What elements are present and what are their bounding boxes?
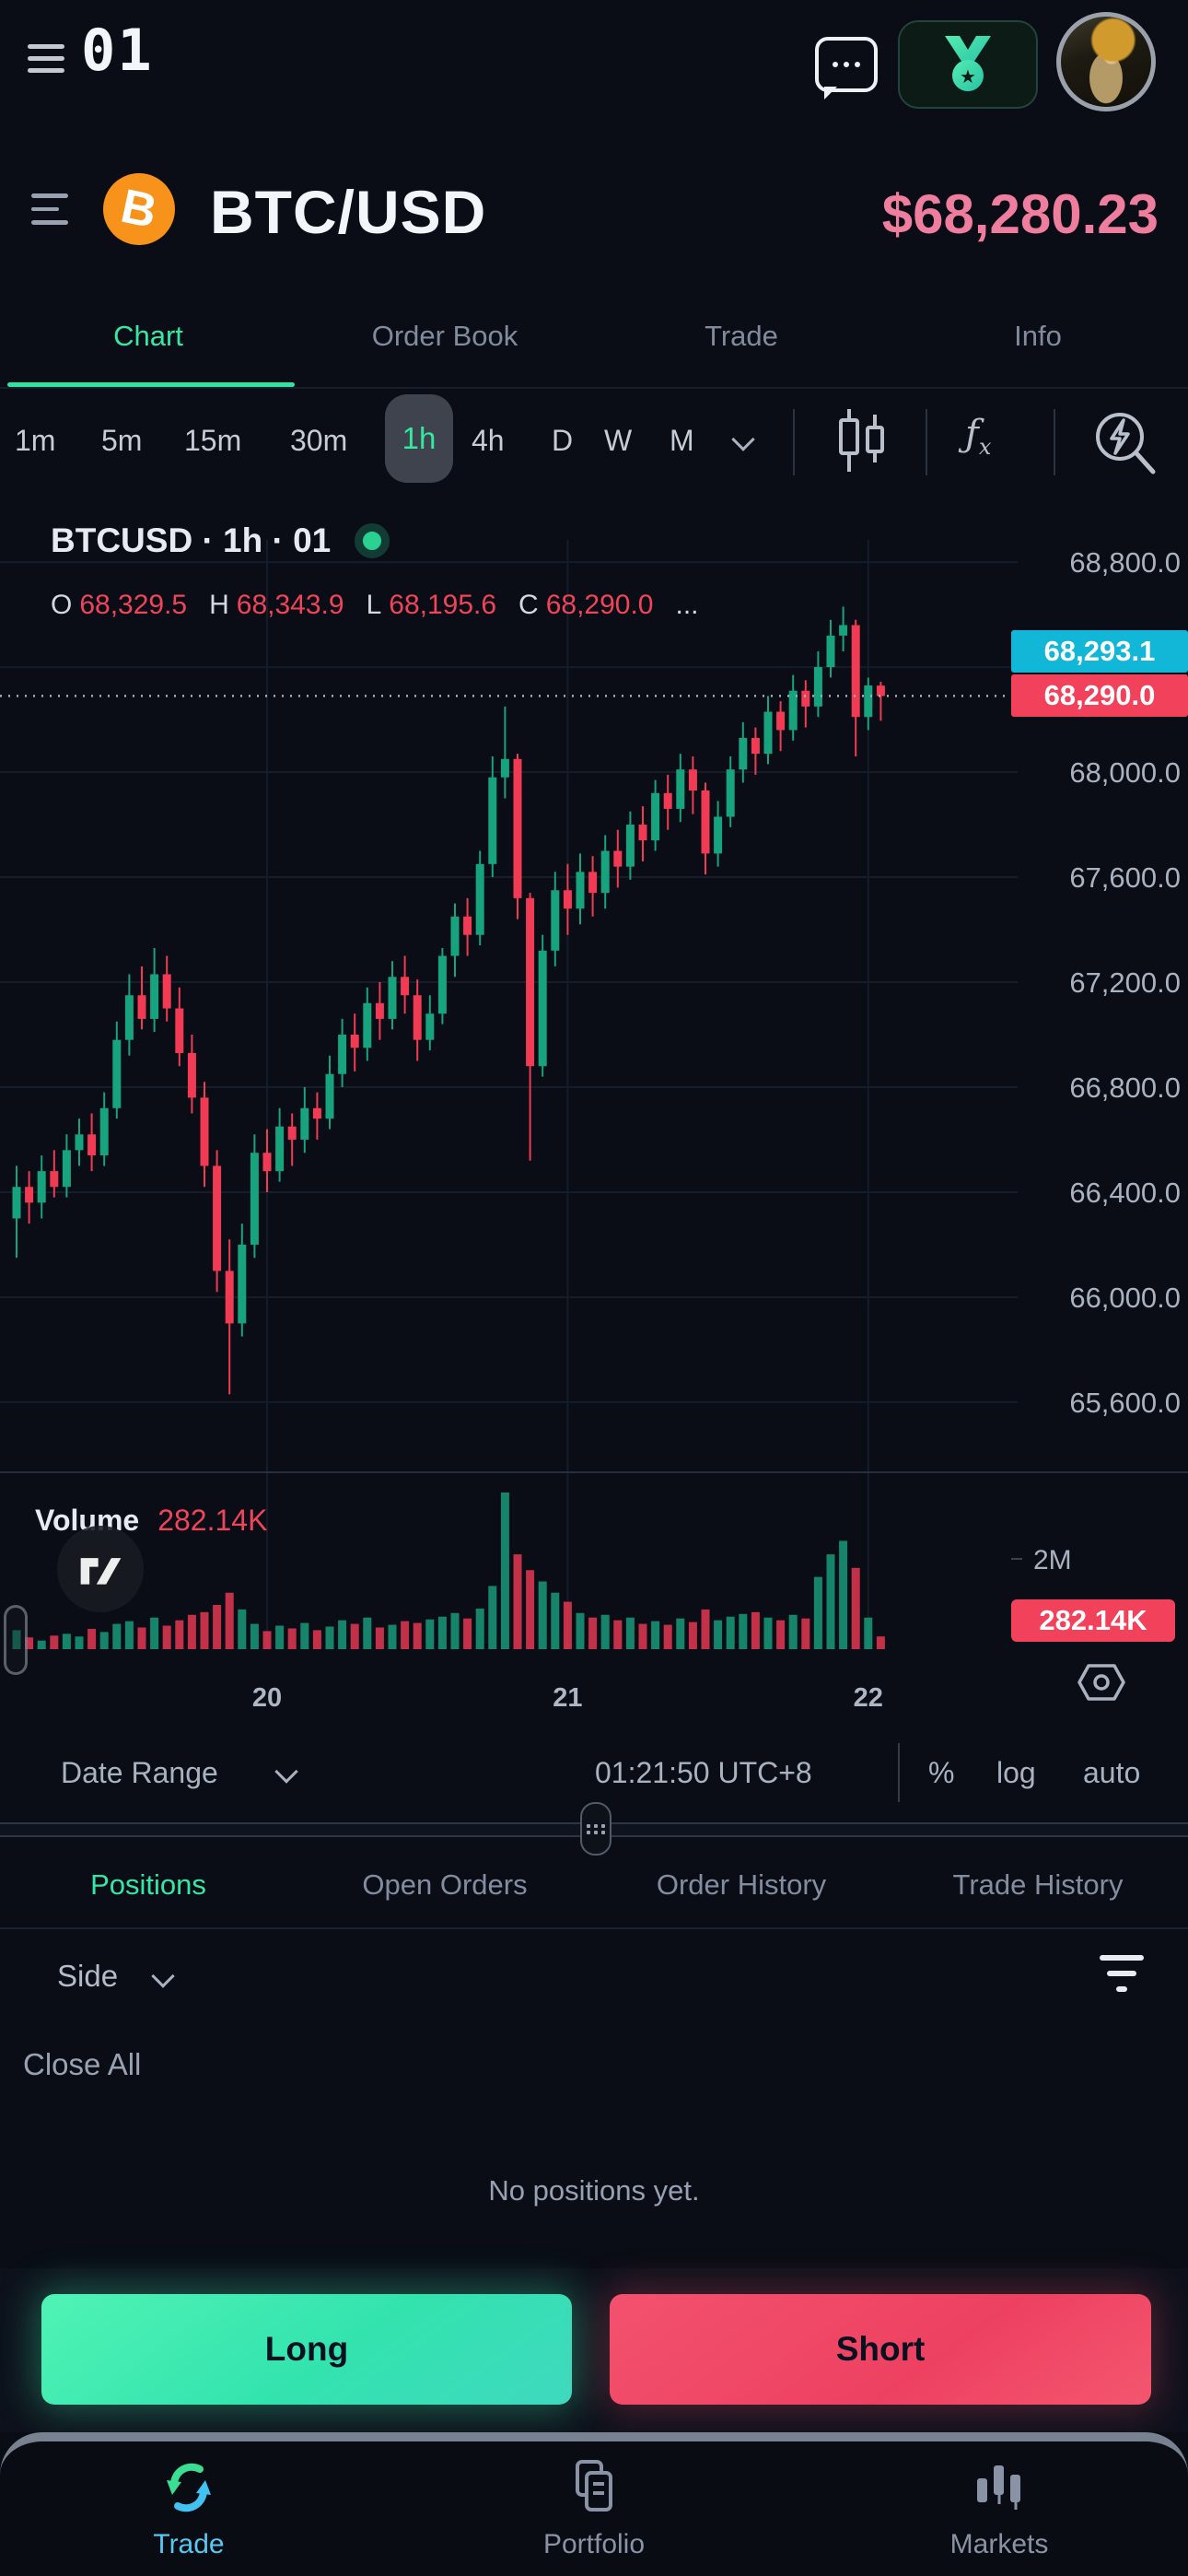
svg-text:65,600.0: 65,600.0 [1069, 1387, 1181, 1419]
chart-type-candles-icon[interactable] [833, 407, 891, 477]
symbol-list-icon[interactable] [31, 193, 68, 225]
nav-markets[interactable]: Markets [889, 2458, 1110, 2560]
tab-order-book[interactable]: Order Book [371, 320, 518, 352]
svg-text:66,400.0: 66,400.0 [1069, 1177, 1181, 1209]
timeframe-1m[interactable]: 1m [15, 424, 56, 457]
symbol-pair[interactable]: BTC/USD [210, 178, 487, 246]
medal-icon: ★ [945, 36, 991, 91]
percent-scale-button[interactable]: % [928, 1756, 955, 1789]
tab-trade-history[interactable]: Trade History [952, 1868, 1124, 1901]
svg-text:67,200.0: 67,200.0 [1069, 966, 1181, 999]
tab-chart[interactable]: Chart [113, 320, 183, 352]
live-status-dot-icon [355, 523, 390, 558]
positions-tab-bar: Positions Open Orders Order History Trad… [0, 1843, 1188, 1929]
log-scale-button[interactable]: log [996, 1756, 1036, 1789]
filter-icon[interactable] [1098, 1955, 1146, 1992]
timeframe-5m[interactable]: 5m [101, 424, 143, 457]
main-tab-bar: Chart Order Book Trade Info [0, 286, 1188, 389]
timeframe-1h-selected[interactable]: 1h [385, 394, 453, 483]
svg-text:66,800.0: 66,800.0 [1069, 1071, 1181, 1104]
date-range-button[interactable]: Date Range [61, 1756, 218, 1789]
side-filter-dropdown[interactable]: Side [57, 1959, 119, 1993]
app-logo: 01 [81, 17, 154, 84]
svg-text:68,290.0: 68,290.0 [1044, 679, 1156, 711]
svg-text:68,000.0: 68,000.0 [1069, 756, 1181, 789]
timeframe-d[interactable]: D [552, 424, 574, 457]
svg-text:67,600.0: 67,600.0 [1069, 861, 1181, 894]
chat-dots [833, 62, 860, 67]
date-range-chevron-icon[interactable] [274, 1760, 298, 1784]
ohlc-more: ... [675, 590, 699, 620]
open-value: 68,329.5 [79, 590, 188, 620]
divider [793, 409, 795, 475]
close-all-button[interactable]: Close All [23, 2047, 142, 2081]
portfolio-icon [576, 2460, 612, 2512]
svg-text:68,800.0: 68,800.0 [1069, 546, 1181, 579]
close-value: 68,290.0 [545, 590, 654, 620]
timeframe-4h[interactable]: 4h [472, 424, 505, 457]
trade-cycle-icon [167, 2463, 211, 2512]
flash-search-icon[interactable] [1089, 404, 1162, 481]
empty-positions-message: No positions yet. [488, 2174, 700, 2207]
active-tab-underline [7, 382, 295, 387]
clock[interactable]: 01:21:50 UTC+8 [595, 1756, 812, 1789]
timeframe-w[interactable]: W [604, 424, 633, 457]
bottom-nav: Trade Portfolio Markets [0, 2432, 1188, 2576]
ohlc-readout: O 68,329.5 H 68,343.9 L 68,195.6 C 68,290.0 … [51, 590, 699, 620]
volume-value: 282.14K [157, 1504, 268, 1537]
candlestick-chart[interactable]: 68,800.0 68,000.0 67,600.0 67,200.0 66,800.0… [0, 498, 1188, 1741]
svg-text:22: 22 [854, 1683, 883, 1713]
chart-scroll-handle[interactable] [4, 1605, 28, 1675]
svg-text:66,000.0: 66,000.0 [1069, 1282, 1181, 1314]
tab-positions[interactable]: Positions [90, 1868, 206, 1901]
tab-trade[interactable]: Trade [705, 320, 778, 352]
nav-trade[interactable]: Trade [78, 2458, 299, 2560]
long-button[interactable]: Long [41, 2294, 572, 2405]
svg-text:20: 20 [252, 1683, 282, 1713]
chat-icon[interactable] [815, 37, 878, 100]
btc-coin-icon: B [103, 173, 175, 245]
svg-text:21: 21 [553, 1683, 582, 1713]
markets-candles-icon [977, 2465, 1020, 2510]
svg-text:282.14K: 282.14K [1039, 1604, 1147, 1636]
timeframe-15m[interactable]: 15m [184, 424, 242, 457]
divider [926, 409, 927, 475]
high-value: 68,343.9 [236, 590, 344, 620]
svg-text:2M: 2M [1033, 1545, 1072, 1575]
timeframe-m[interactable]: M [670, 424, 694, 457]
tab-order-history[interactable]: Order History [656, 1868, 827, 1901]
volume-legend: Volume 282.14K [35, 1504, 268, 1537]
rewards-button[interactable]: ★ [898, 20, 1038, 109]
tab-info[interactable]: Info [1014, 320, 1062, 352]
timeframe-expand-chevron-icon[interactable] [731, 427, 755, 451]
low-value: 68,195.6 [389, 590, 497, 620]
svg-text:68,293.1: 68,293.1 [1044, 635, 1156, 667]
svg-text:★: ★ [960, 67, 976, 88]
chat-tail [824, 87, 837, 100]
divider [1054, 409, 1055, 475]
symbol-price: $68,280.23 [881, 183, 1159, 245]
auto-scale-button[interactable]: auto [1083, 1756, 1141, 1789]
avatar[interactable] [1056, 12, 1156, 111]
tradingview-logo [57, 1526, 144, 1612]
menu-icon[interactable] [28, 44, 64, 73]
indicators-fx-icon[interactable]: ƒx [965, 413, 992, 460]
divider [898, 1743, 900, 1802]
side-chevron-icon[interactable] [151, 1964, 175, 1988]
short-button[interactable]: Short [610, 2294, 1151, 2405]
chart-settings-gear-icon[interactable] [1072, 1658, 1131, 1710]
splitter-drag-handle[interactable] [580, 1802, 611, 1856]
chart-title: BTCUSD · 1h · 01 [51, 521, 332, 559]
nav-portfolio[interactable]: Portfolio [483, 2458, 705, 2560]
chart-legend: BTCUSD · 1h · 01 [51, 521, 390, 560]
tab-open-orders[interactable]: Open Orders [362, 1868, 528, 1901]
timeframe-30m[interactable]: 30m [290, 424, 348, 457]
